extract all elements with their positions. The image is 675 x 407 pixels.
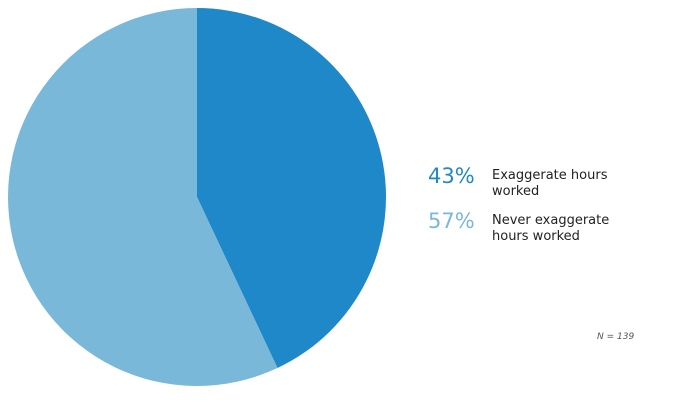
legend-item: 57% Never exaggerate hours worked <box>428 208 668 245</box>
chart <box>8 8 386 386</box>
legend-label: Never exaggerate hours worked <box>492 213 610 244</box>
pie-slice <box>8 8 278 386</box>
legend-label: Exaggerate hours worked <box>492 168 608 199</box>
note: N = 139 <box>597 332 635 342</box>
value-label: 43% <box>428 164 475 188</box>
pie-slice <box>197 8 386 369</box>
value-label: 57% <box>428 209 475 233</box>
legend-item: 43% Exaggerate hours worked <box>428 163 668 200</box>
legend: 43% Exaggerate hours worked 57% Never exagg… <box>428 163 668 253</box>
